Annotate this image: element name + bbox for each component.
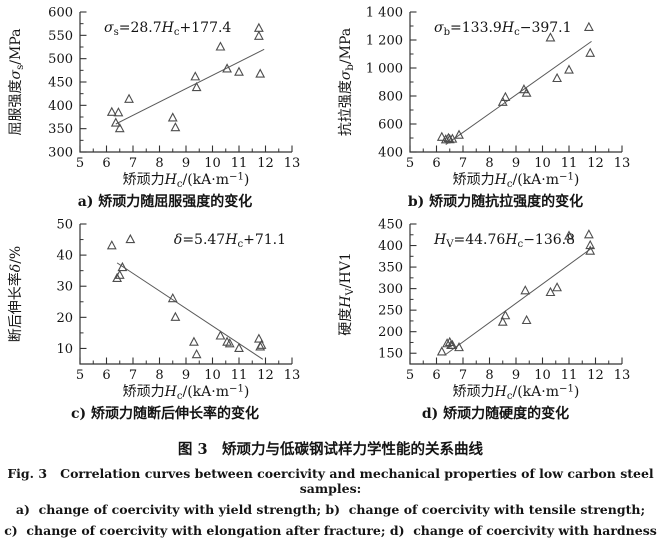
svg-text:σs=28.7Hc+177.4: σs=28.7Hc+177.4 [104,20,231,38]
svg-text:5: 5 [406,156,414,171]
svg-text:9: 9 [512,368,520,383]
svg-text:9: 9 [182,156,190,171]
svg-text:10: 10 [534,368,551,383]
svg-text:8: 8 [485,156,493,171]
svg-text:7: 7 [459,368,467,383]
svg-text:550: 550 [48,29,73,44]
svg-text:11: 11 [561,156,578,171]
svg-text:11: 11 [231,368,248,383]
svg-text:9: 9 [182,368,190,383]
figure-caption-en: Fig. 3 Correlation curves between coerci… [7,466,659,496]
chart-c-elongation: 5 6 7 8 9 10 11 12 13 10 20 30 40 50 δ=5.47Hc+71.1 矫顽力H… [7,218,301,403]
svg-text:8: 8 [485,368,493,383]
chart-caption-c: c) 矫顽力随断后伸长率的变化 [70,406,260,422]
svg-text:10: 10 [204,156,221,171]
svg-text:矫顽力Hc/(kA·m−1): 矫顽力Hc/(kA·m−1) [453,171,580,190]
svg-text:7: 7 [129,156,137,171]
subplot-a: 5 6 7 8 9 10 11 12 13 300 350 400 450 500 550 600 σs=28.… [0,0,330,212]
svg-text:400: 400 [48,99,73,114]
svg-text:7: 7 [459,156,467,171]
svg-text:400: 400 [378,146,403,161]
subplot-c: 5 6 7 8 9 10 11 12 13 10 20 30 40 50 δ=5.47Hc+71.1 矫顽力H… [0,212,330,424]
svg-text:12: 12 [257,368,274,383]
svg-text:6: 6 [102,156,110,171]
svg-text:6: 6 [432,156,440,171]
chart-b-tensile-strength: 5 6 7 8 9 10 11 12 13 400 600 800 1 000 1 200 1 400 σb=… [338,6,631,191]
chart-caption-a: a) 矫顽力随屈服强度的变化 [77,194,253,210]
svg-text:7: 7 [129,368,137,383]
svg-text:1 400: 1 400 [366,6,403,21]
svg-text:1 000: 1 000 [366,62,403,77]
svg-text:δ=5.47Hc+71.1: δ=5.47Hc+71.1 [174,232,286,250]
chart-d-hardness: 5 6 7 8 9 10 11 12 13 150 200 250 300 350 400 450 HV=44.… [338,218,631,403]
svg-text:5: 5 [76,156,84,171]
subplot-d: 5 6 7 8 9 10 11 12 13 150 200 250 300 350 400 450 HV=44.… [330,212,661,424]
svg-text:150: 150 [378,347,403,362]
svg-text:300: 300 [48,146,73,161]
svg-text:20: 20 [56,311,73,326]
svg-text:矫顽力Hc/(kA·m−1): 矫顽力Hc/(kA·m−1) [123,171,250,190]
svg-text:抗拉强度σb/MPa: 抗拉强度σb/MPa [338,28,356,136]
svg-text:HV=44.76Hc−136.8: HV=44.76Hc−136.8 [433,232,575,250]
svg-text:350: 350 [378,261,403,276]
svg-text:300: 300 [378,282,403,297]
svg-text:400: 400 [378,239,403,254]
figure-caption-block: 图 3 矫顽力与低碳钢试样力学性能的关系曲线 Fig. 3 Correlatio… [0,438,661,538]
svg-text:8: 8 [155,368,163,383]
svg-text:6: 6 [432,368,440,383]
svg-text:1 200: 1 200 [366,34,403,49]
svg-text:600: 600 [48,6,73,21]
subplot-b: 5 6 7 8 9 10 11 12 13 400 600 800 1 000 1 200 1 400 σb=… [330,0,661,212]
svg-text:屈服强度σs/MPa: 屈服强度σs/MPa [8,29,26,136]
figure-caption-line3: a) change of coercivity with yield stren… [15,502,646,517]
svg-text:30: 30 [56,280,73,295]
figure-caption-cn: 图 3 矫顽力与低碳钢试样力学性能的关系曲线 [177,441,484,458]
svg-text:10: 10 [204,368,221,383]
svg-text:矫顽力Hc/(kA·m−1): 矫顽力Hc/(kA·m−1) [453,383,580,402]
svg-text:13: 13 [614,156,631,171]
svg-text:12: 12 [257,156,274,171]
svg-text:12: 12 [587,368,604,383]
svg-text:450: 450 [378,218,403,233]
svg-text:12: 12 [587,156,604,171]
svg-text:250: 250 [378,304,403,319]
svg-text:σb=133.9Hc−397.1: σb=133.9Hc−397.1 [434,20,572,38]
svg-text:矫顽力Hc/(kA·m−1): 矫顽力Hc/(kA·m−1) [123,383,250,402]
svg-text:500: 500 [48,52,73,67]
svg-text:50: 50 [56,218,73,233]
chart-caption-b: b) 矫顽力随抗拉强度的变化 [407,194,584,210]
svg-text:5: 5 [406,368,414,383]
svg-text:350: 350 [48,122,73,137]
svg-text:5: 5 [76,368,84,383]
chart-caption-d: d) 矫顽力随硬度的变化 [421,406,570,422]
svg-text:200: 200 [378,325,403,340]
charts-grid: 5 6 7 8 9 10 11 12 13 300 350 400 450 500 550 600 σs=28.… [0,0,661,424]
chart-a-yield-strength: 5 6 7 8 9 10 11 12 13 300 350 400 450 500 550 600 σs=28.… [8,6,301,191]
svg-text:450: 450 [48,76,73,91]
svg-text:8: 8 [155,156,163,171]
figure-caption-line4: c) change of coercivity with elongation … [4,523,657,538]
svg-text:800: 800 [378,90,403,105]
svg-text:10: 10 [534,156,551,171]
svg-text:13: 13 [284,368,301,383]
svg-text:11: 11 [561,368,578,383]
svg-text:6: 6 [102,368,110,383]
svg-text:13: 13 [284,156,301,171]
svg-text:硬度HV/HV1: 硬度HV/HV1 [338,252,356,335]
svg-text:13: 13 [614,368,631,383]
svg-text:11: 11 [231,156,248,171]
svg-text:断后伸长率δ/%: 断后伸长率δ/% [7,246,24,342]
svg-text:40: 40 [56,249,73,264]
svg-text:10: 10 [56,342,73,357]
svg-text:600: 600 [378,118,403,133]
svg-text:9: 9 [512,156,520,171]
